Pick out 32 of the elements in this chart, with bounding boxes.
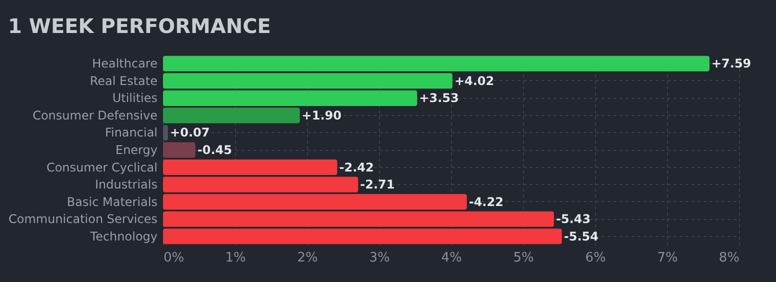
y-tick-label: Energy <box>115 143 158 157</box>
x-tick-label: 6% <box>585 250 606 266</box>
y-tick-label: Industrials <box>94 178 158 192</box>
data-label: -2.71 <box>360 178 395 192</box>
y-tick-label: Basic Materials <box>66 194 158 209</box>
data-label: -0.45 <box>197 143 232 157</box>
data-label: +0.07 <box>170 126 210 140</box>
y-tick-label: Real Estate <box>90 74 158 88</box>
data-label: -5.43 <box>556 212 591 226</box>
x-tick-label: 0% <box>164 250 184 266</box>
data-label: -4.22 <box>468 194 504 209</box>
x-tick-label: 2% <box>297 250 318 266</box>
data-label: -2.42 <box>339 160 374 174</box>
data-label: +4.02 <box>454 74 494 88</box>
chart-title: 1 WEEK PERFORMANCE <box>8 14 271 38</box>
y-tick-label: Technology <box>89 229 158 244</box>
y-tick-label: Healthcare <box>92 56 158 71</box>
y-tick-label: Consumer Defensive <box>32 108 158 122</box>
y-tick-label: Utilities <box>112 91 158 106</box>
x-tick-label: 4% <box>441 250 462 266</box>
y-tick-label: Consumer Cyclical <box>46 160 158 174</box>
x-tick-label: 5% <box>513 250 534 266</box>
x-tick-label: 1% <box>225 250 246 266</box>
x-tick-label: 3% <box>369 250 390 266</box>
x-tick-label: 7% <box>657 250 678 266</box>
x-tick-label: 8% <box>718 250 740 266</box>
data-label: +1.90 <box>302 108 342 122</box>
data-label: -5.54 <box>564 229 598 244</box>
y-tick-label: Communication Services <box>8 212 158 226</box>
data-label: +3.53 <box>419 91 459 106</box>
y-tick-label: Financial <box>104 126 158 140</box>
data-label: +7.59 <box>711 56 752 71</box>
